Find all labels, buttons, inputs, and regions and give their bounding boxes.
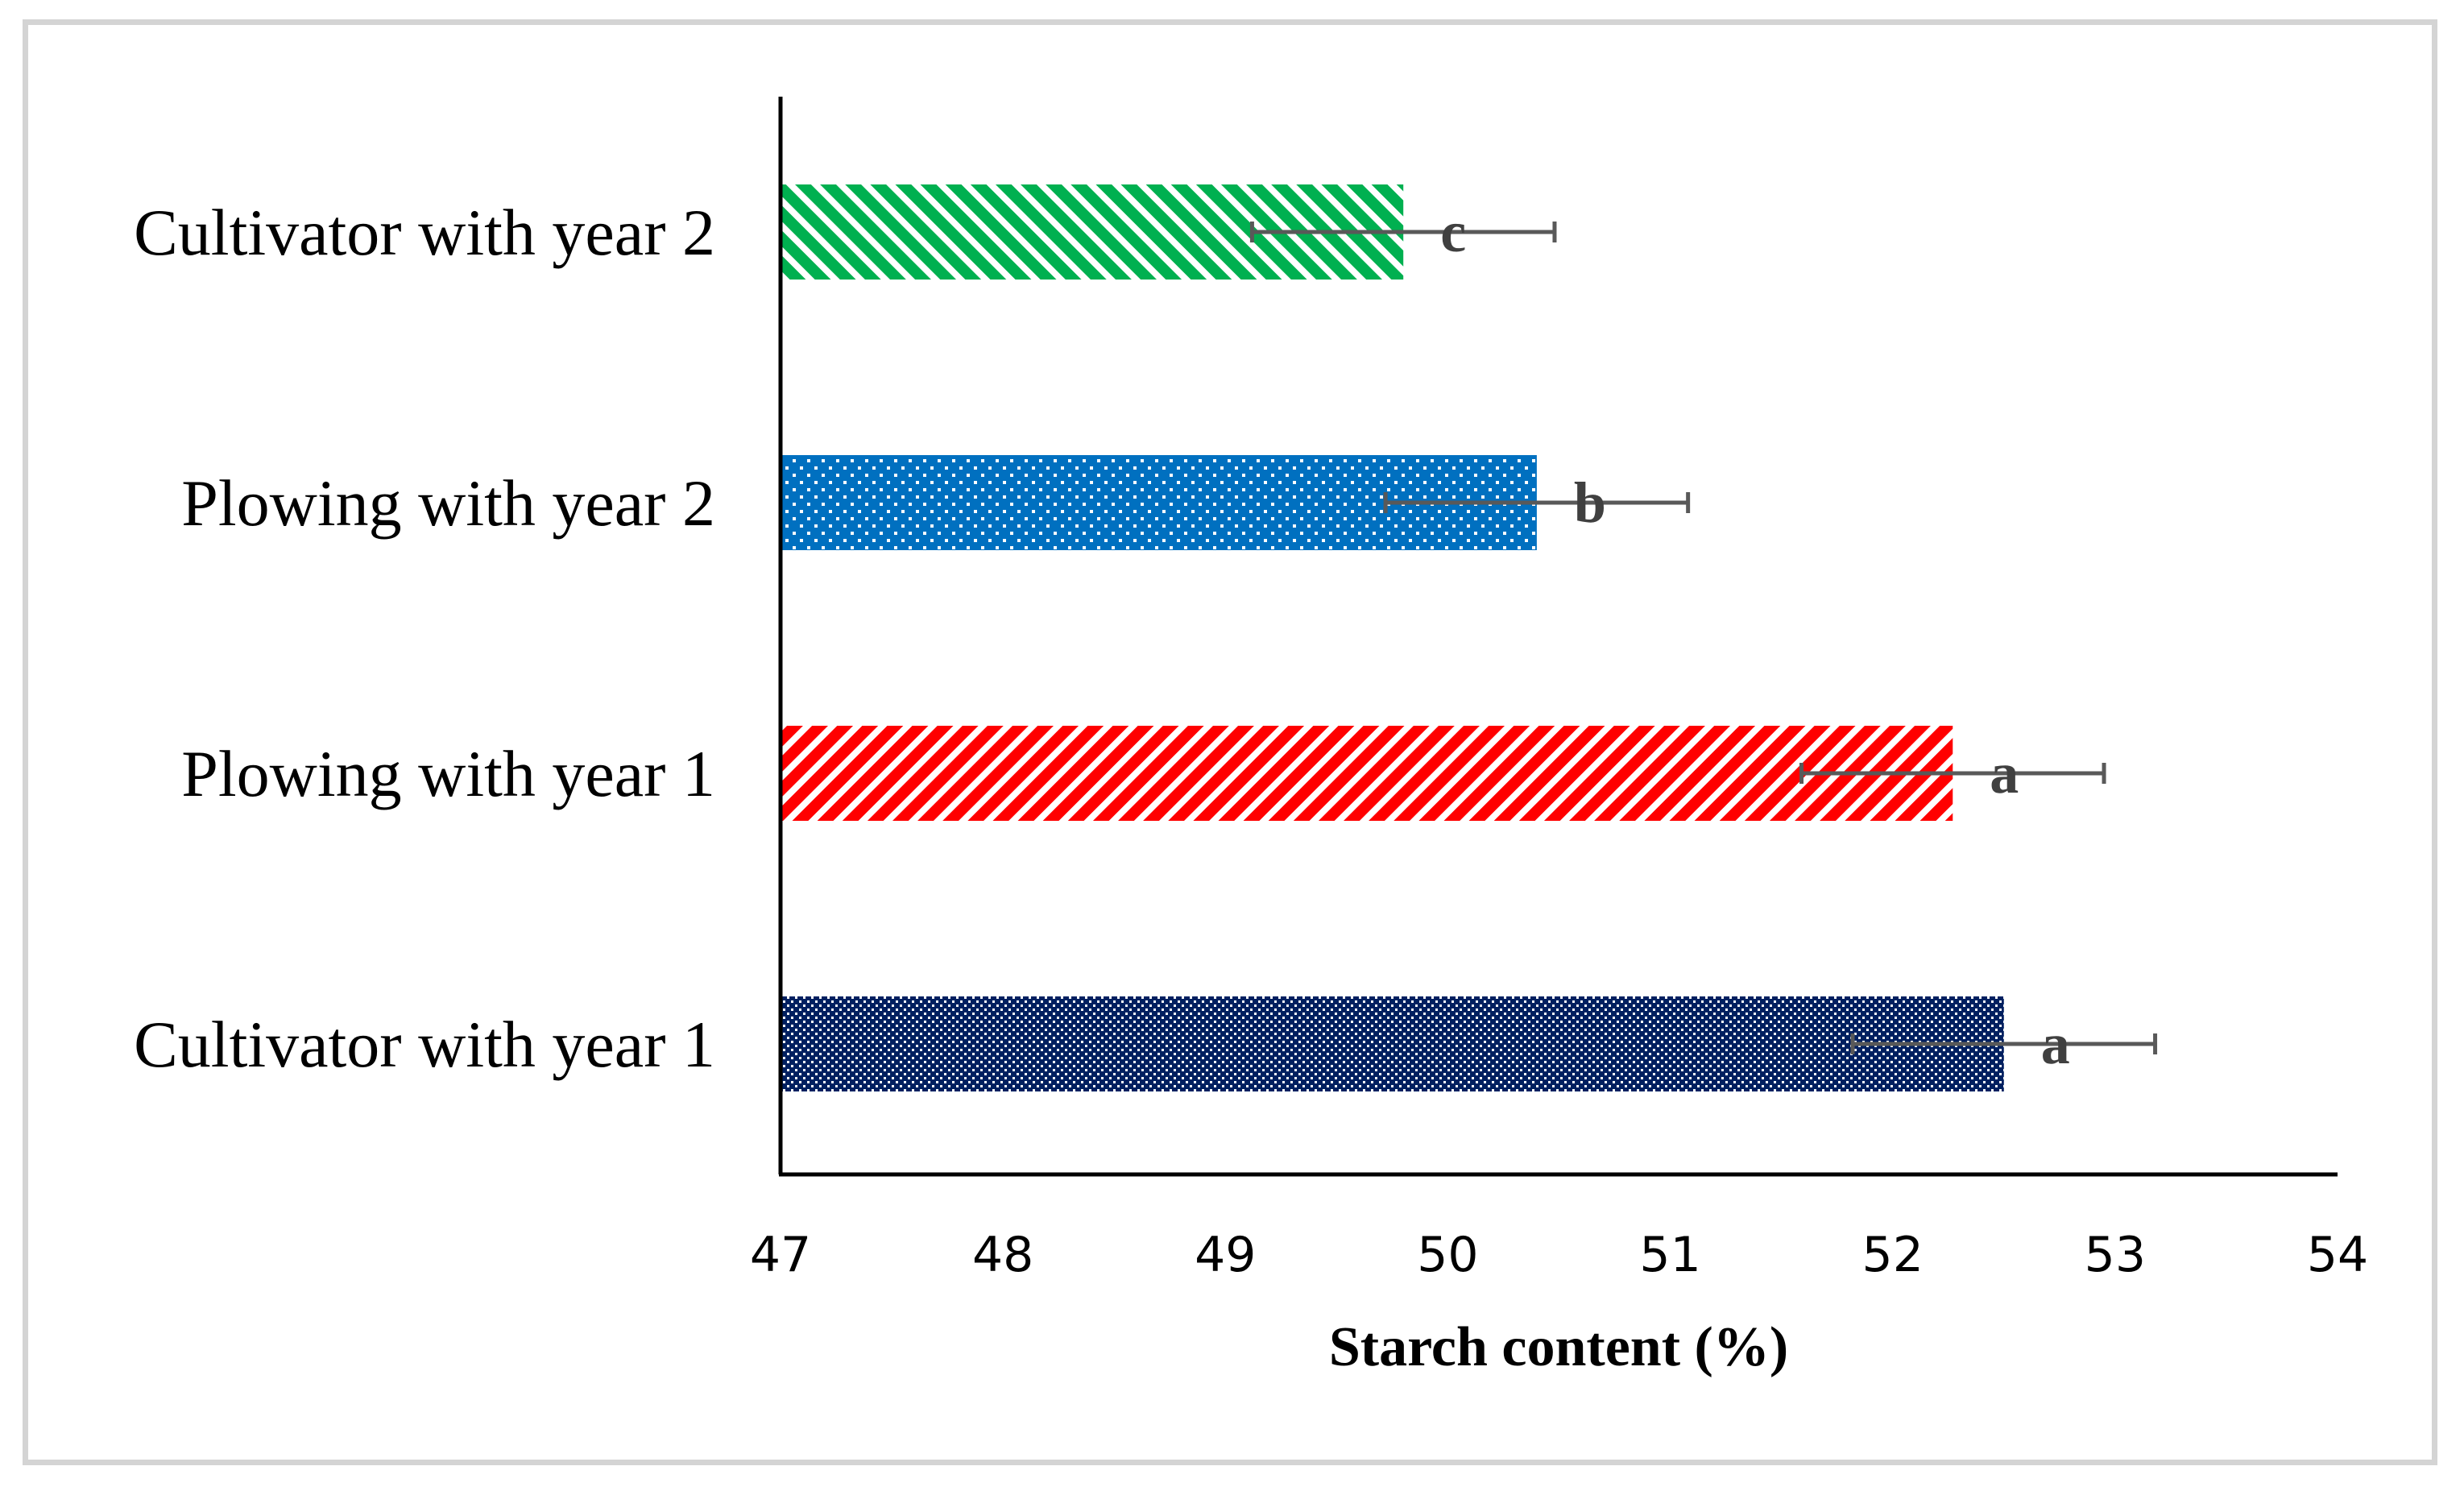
category-label: Cultivator with year 1	[134, 1008, 715, 1081]
x-tick-label: 50	[1417, 1227, 1478, 1283]
x-tick-label: 53	[2085, 1227, 2146, 1283]
x-tick-label: 52	[1862, 1227, 1924, 1283]
bar	[781, 726, 1953, 821]
x-axis-title: Starch content (%)	[1329, 1316, 1788, 1378]
significance-label: a	[2041, 1012, 2070, 1076]
significance-label: c	[1440, 200, 1466, 264]
bar	[781, 996, 2004, 1091]
x-tick-label: 48	[972, 1227, 1033, 1283]
x-tick-label: 49	[1195, 1227, 1256, 1283]
x-tick-label: 51	[1639, 1227, 1700, 1283]
category-label: Cultivator with year 2	[134, 196, 715, 269]
x-tick-label: 47	[750, 1227, 811, 1283]
category-label: Plowing with year 1	[181, 737, 715, 810]
x-tick-label: 54	[2307, 1227, 2368, 1283]
significance-label: a	[1990, 741, 2019, 806]
category-label: Plowing with year 2	[181, 466, 715, 540]
significance-label: b	[1574, 470, 1606, 535]
